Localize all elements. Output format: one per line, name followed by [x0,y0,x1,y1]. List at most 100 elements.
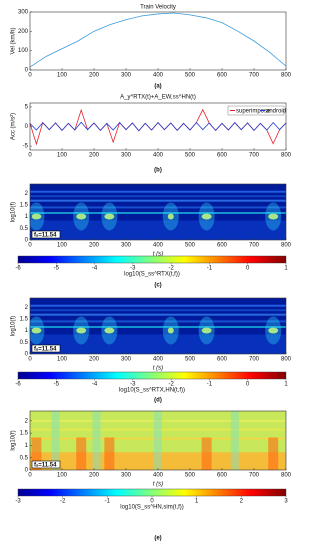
y-tick-label: 0.5 [20,340,29,346]
data-line [29,121,287,132]
legend-label: android [266,108,286,114]
spectrogram-burst [104,437,115,470]
y-axis-label: log10(f) [11,202,17,222]
x-axis-label: t (s) [153,252,163,258]
x-tick-label: 500 [185,153,196,159]
y-tick-label: 0 [25,68,29,74]
x-tick-label: 100 [57,357,68,363]
annotation: fₛ=11.54 [34,346,57,352]
colorbar-label: log10(S_ss^HN,sim(t,f)) [120,505,184,511]
panel-label: (a) [154,84,161,90]
spectrogram-strip [154,411,162,470]
spectrogram-burst [101,202,118,231]
x-tick-label: 600 [217,357,228,363]
x-tick-label: 400 [153,473,164,479]
spectrogram-burst [265,202,282,231]
spectrogram-band [30,320,286,323]
spectrogram [30,411,286,470]
x-tick-label: 300 [121,153,132,159]
colorbar-tick-label: -5 [54,266,60,272]
spectrogram-strip [92,411,101,470]
colorbar-tick-label: -2 [168,382,174,388]
colorbar-tick-label: -5 [54,382,60,388]
spectrogram-band [30,195,286,198]
legend-box [227,105,285,116]
colorbar-tick-label: 3 [284,499,288,505]
spectrogram-burst [201,327,212,334]
spectrogram-band [30,212,286,214]
x-tick-label: 200 [89,357,100,363]
panel-label: (e) [154,536,161,542]
y-tick-label: 0 [25,124,29,130]
x-tick-label: 800 [281,357,292,363]
spectrogram-band [30,304,286,307]
colorbar [17,488,287,497]
y-axis-label: log10(f) [11,430,17,450]
x-tick-label: 0 [28,243,32,249]
x-axis-label: t (s) [153,366,163,372]
spectrogram-strip [230,411,239,470]
panel-label: (b) [154,168,162,174]
colorbar-tick-label: -3 [130,266,136,272]
spectrogram-low [30,220,286,240]
colorbar-tick-label: 1 [284,266,288,272]
y-tick-label: 1.5 [20,431,29,437]
y-axis-label: Vel (km/h) [11,27,17,54]
y-tick-label: 2 [25,305,29,311]
legend-label: superimpose [236,108,271,114]
spectrogram-burst [167,327,174,334]
x-tick-label: 100 [57,243,68,249]
colorbar-tick-label: 1 [284,382,288,388]
spectrogram-burst [268,327,279,334]
x-tick-label: 700 [249,73,260,79]
colorbar-tick-label: -6 [15,382,21,388]
colorbar-tick-label: -6 [15,266,21,272]
y-axis-label: log10(f) [11,316,17,336]
spectrogram-band [30,199,286,202]
y-tick-label: 1 [25,443,29,449]
spectrogram-band [30,326,286,328]
panel-label: (d) [154,398,162,404]
x-tick-label: 800 [281,473,292,479]
colorbar-tick-label: 0 [246,266,250,272]
y-tick-label: 0 [25,352,29,358]
y-axis-label: Acc (m/s²) [11,113,17,140]
spectrogram-band [30,206,286,209]
colorbar-tick-label: -3 [15,499,21,505]
spectrogram-burst [31,213,42,220]
x-tick-label: 500 [185,73,196,79]
y-tick-label: 0 [25,468,29,474]
colorbar-tick-label: -2 [168,266,174,272]
y-tick-label: 300 [18,10,29,16]
x-tick-label: 800 [281,73,292,79]
annotation-box [31,460,61,469]
colorbar-tick-label: -1 [105,499,111,505]
colorbar [17,255,287,264]
y-tick-label: 1.5 [20,317,29,323]
spectrogram-burst [265,316,282,345]
x-tick-label: 700 [249,357,260,363]
y-tick-label: 1 [25,328,29,334]
colorbar-tick-label: -1 [207,266,213,272]
y-tick-label: 1 [25,214,29,220]
x-tick-label: 300 [121,73,132,79]
x-tick-label: 100 [57,153,68,159]
x-tick-label: 400 [153,357,164,363]
x-tick-label: 100 [57,473,68,479]
y-tick-label: 100 [18,48,29,54]
spectrogram-burst [31,437,42,470]
x-tick-label: 0 [28,357,32,363]
x-tick-label: 800 [281,243,292,249]
panel-title: A_y^RTX(t)+A_EW,ss^HN(t) [120,95,196,101]
x-tick-label: 400 [153,243,164,249]
annotation-box [31,344,61,353]
y-tick-label: 2 [25,418,29,424]
y-tick-label: 0 [25,238,29,244]
x-tick-label: 400 [153,153,164,159]
x-tick-label: 0 [28,153,32,159]
spectrogram-low [30,334,286,354]
spectrogram [28,184,286,240]
x-tick-label: 700 [249,473,260,479]
panel-label: (c) [154,283,161,289]
annotation-box [31,230,61,239]
